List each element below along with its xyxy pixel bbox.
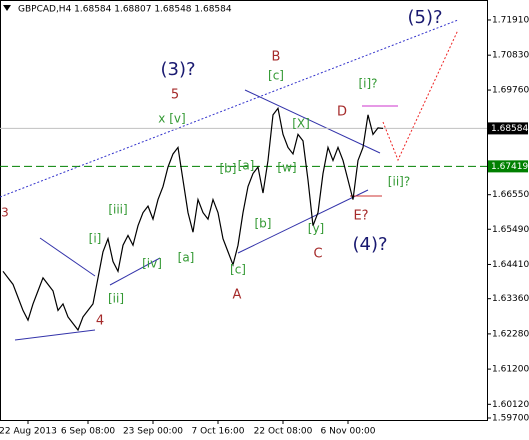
wave-lines [0, 19, 459, 341]
wave-label: [i] [89, 232, 102, 246]
x-tick-label: 7 Oct 16:00 [192, 427, 245, 437]
y-tick-label: 1.71910 [492, 15, 529, 25]
wave-label: 4 [96, 314, 104, 329]
symbol-icon [3, 5, 11, 11]
wave-label: [i]? [358, 77, 377, 91]
y-tick-label: 1.66550 [492, 190, 529, 200]
y-tick-label: 1.62280 [492, 329, 529, 339]
wave-label: [a] [238, 159, 255, 173]
wave-label: [ii]? [388, 175, 410, 189]
price-label: 1.67419 [491, 162, 528, 172]
trend-line [39, 237, 96, 277]
wave-label: (4)? [352, 234, 387, 255]
price-label-box [488, 122, 528, 135]
wave-label: [iv] [142, 257, 162, 271]
chart-title: GBPCAD,H4 1.68584 1.68807 1.68548 1.6858… [18, 5, 232, 15]
wave-label: E? [353, 209, 368, 224]
wave-label: A [233, 288, 242, 303]
wave-label: [iii] [108, 203, 127, 217]
wave-label: (3)? [160, 59, 195, 80]
x-tick-label: 22 Aug 2013 [0, 427, 57, 437]
y-tick-label: 1.63360 [492, 294, 529, 304]
x-tick-label: 6 Nov 00:00 [321, 427, 376, 437]
wave-label: 3 [1, 206, 9, 220]
y-tick-label: 1.60120 [492, 400, 529, 410]
trend-line [109, 257, 161, 286]
projection-line [382, 29, 459, 162]
channel-line [0, 19, 459, 198]
wave-label: B [272, 50, 281, 65]
y-tick-label: 1.69760 [492, 86, 529, 96]
wave-label: [c] [230, 263, 246, 277]
x-tick-label: 6 Sep 08:00 [61, 427, 116, 437]
price-line-series [2, 106, 384, 332]
x-tick-label: 23 Sep 00:00 [123, 427, 183, 437]
trend-line [237, 189, 369, 254]
y-tick-label: 1.70830 [492, 51, 529, 61]
trend-line [14, 329, 96, 341]
price-label-box [488, 160, 528, 173]
wave-label: (5)? [407, 7, 442, 28]
wave-label: [y] [308, 222, 324, 236]
wave-label: [a] [178, 251, 195, 265]
wave-label: [w] [277, 161, 296, 175]
wave-label: [b] [220, 162, 237, 176]
wave-label: [b] [255, 217, 272, 231]
y-tick-label: 1.59700 [492, 414, 529, 424]
x-tick-label: 22 Oct 08:00 [254, 427, 313, 437]
wave-label: [ii] [108, 292, 124, 306]
wave-label: [c] [268, 69, 284, 83]
y-tick-label: 1.61200 [492, 365, 529, 375]
price-label: 1.68584 [491, 124, 528, 134]
y-tick-label: 1.65490 [492, 225, 529, 235]
wave-label: 5 [171, 88, 179, 103]
wave-label: x [v] [158, 112, 185, 126]
wave-label: D [337, 105, 347, 120]
wave-label: [X] [292, 117, 310, 131]
wave-label: C [313, 247, 322, 262]
trend-line [244, 89, 381, 154]
y-tick-label: 1.64410 [492, 260, 529, 270]
